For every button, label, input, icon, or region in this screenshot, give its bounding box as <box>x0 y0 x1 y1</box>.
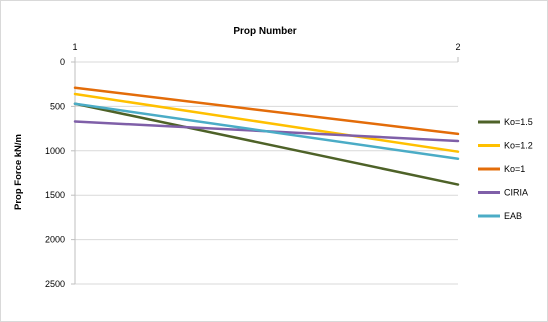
chart-title: Prop Number <box>233 26 296 37</box>
series-line-ko-1-2 <box>73 92 460 153</box>
y-axis-ticks: 0 500 1000 1500 2000 2500 <box>45 57 75 289</box>
y-tick-label: 0 <box>60 57 65 67</box>
series-line-ko-1-5 <box>73 102 460 186</box>
legend-label: Ko=1.2 <box>504 141 533 151</box>
legend-label: CIRIA <box>504 188 528 198</box>
y-tick-label: 1500 <box>45 190 65 200</box>
legend-label: Ko=1 <box>504 164 525 174</box>
legend-label: Ko=1.5 <box>504 117 533 127</box>
y-axis-label: Prop Force kN/m <box>13 134 24 210</box>
series-line-eab <box>73 102 460 161</box>
y-tick-label: 2500 <box>45 279 65 289</box>
x-tick-label: 2 <box>455 42 460 52</box>
y-tick-label: 2000 <box>45 235 65 245</box>
gridlines <box>75 61 458 285</box>
y-tick-label: 500 <box>50 101 65 111</box>
legend-label: EAB <box>504 211 522 221</box>
legend: Ko=1.5 Ko=1.2 Ko=1 CIRIA EAB <box>478 117 533 221</box>
series-line-ko-1 <box>73 86 460 136</box>
series-lines <box>73 86 460 186</box>
x-tick-label: 1 <box>72 42 77 52</box>
y-tick-label: 1000 <box>45 146 65 156</box>
